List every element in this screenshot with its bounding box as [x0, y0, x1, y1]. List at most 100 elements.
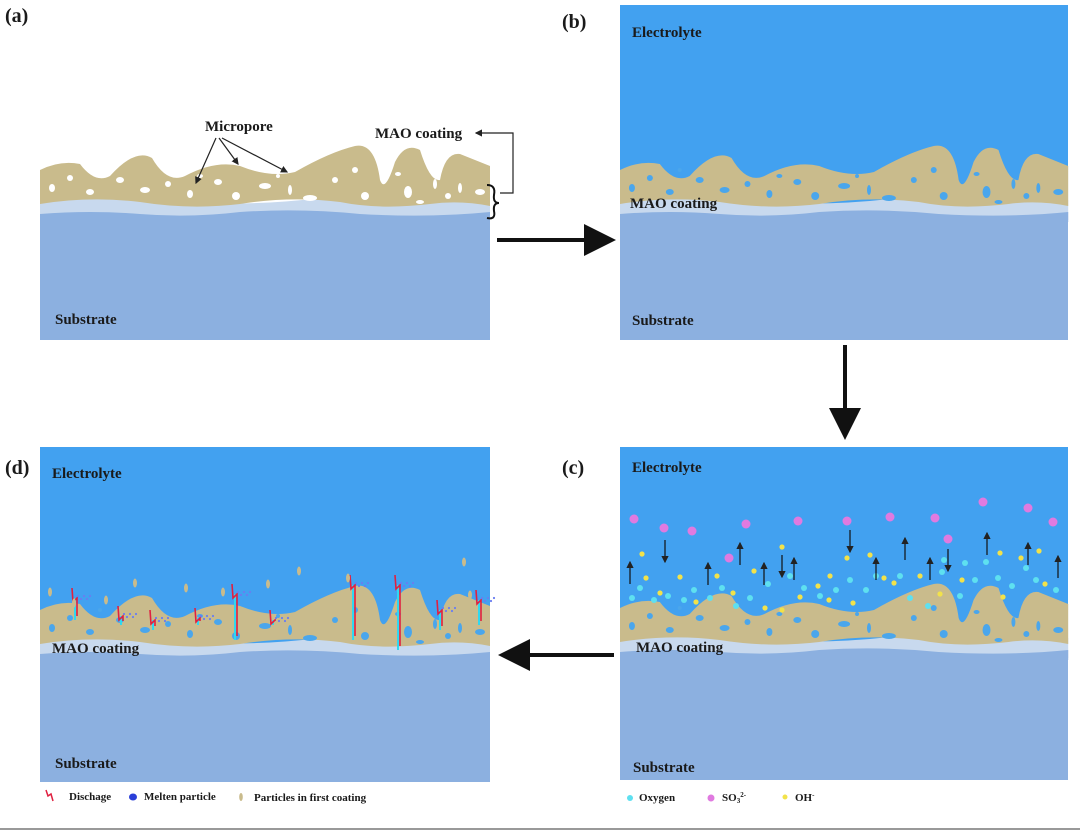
micropore [49, 184, 55, 192]
oxygen-ion [897, 573, 903, 579]
micropore [665, 627, 674, 633]
micropore [352, 167, 358, 173]
melten-particle [366, 581, 370, 585]
first-coating-particle [221, 587, 225, 597]
oxygen-ion [733, 603, 739, 609]
melten-particle [441, 606, 445, 610]
mao-coating-label-d: MAO coating [52, 641, 140, 657]
first-coating-particle [72, 598, 76, 608]
micropore [140, 627, 150, 633]
discharges-d [48, 557, 496, 650]
oh-ion [639, 551, 645, 557]
melten-particle [245, 593, 249, 597]
oh-ion [779, 607, 785, 613]
melten-particle [450, 609, 454, 613]
melten-particle [239, 593, 243, 597]
melten-particle [242, 590, 246, 594]
coating-d [40, 585, 490, 662]
melten-particle [492, 596, 496, 600]
oh-ion [1036, 548, 1042, 554]
micropore [303, 635, 317, 641]
oxygen-ion [1023, 565, 1029, 571]
oxygen-ion [939, 569, 945, 575]
substrate-edge [40, 210, 490, 222]
substrate-label-a: Substrate [55, 312, 117, 328]
melten-particle [131, 615, 135, 619]
micropore [433, 179, 437, 189]
oxygen-ion [765, 581, 771, 587]
melten-particle [205, 614, 209, 618]
so3-ion [793, 516, 803, 526]
so3-ion [842, 516, 852, 526]
oxygen-ion [995, 575, 1001, 581]
mao-coating-label-c: MAO coating [636, 640, 724, 656]
oh-ion [867, 552, 873, 558]
electrolyte-label-c: Electrolyte [632, 460, 702, 476]
coating-layer [40, 585, 490, 647]
legend-first-coating-label: Particles in first coating [254, 792, 367, 804]
oh-ion [1018, 555, 1024, 561]
micropore [332, 617, 338, 623]
oxygen-ion [1053, 587, 1059, 593]
micropore [214, 179, 222, 185]
oxygen-ion [863, 587, 869, 593]
substrate-edge [620, 648, 1069, 660]
micropore [881, 195, 896, 201]
discharge-icon [231, 583, 238, 636]
micropore [881, 633, 896, 639]
oxygen-ion [907, 595, 913, 601]
melten-particle [402, 584, 406, 588]
micropore [416, 200, 424, 204]
melten-particle [122, 612, 126, 616]
melten-particle [202, 617, 206, 621]
legend-oxygen-label: Oxygen [639, 792, 675, 804]
substrate-label-c: Substrate [633, 760, 695, 776]
oh-ion [850, 600, 856, 606]
so3-ion [741, 519, 751, 529]
melten-particle [248, 590, 252, 594]
micropore [86, 629, 94, 635]
first-coating-particle [462, 557, 466, 567]
oxygen-ion [1009, 583, 1015, 589]
micropore [288, 185, 292, 195]
micropore [994, 200, 1003, 204]
first-coating-particle [297, 566, 301, 576]
oh-ion [827, 573, 833, 579]
melten-particle [280, 616, 284, 620]
legend-melten-label: Melten particle [144, 791, 216, 803]
micropore [49, 624, 55, 632]
micropore [838, 183, 851, 189]
micropore [187, 190, 193, 198]
substrate-b [620, 212, 1068, 340]
micropore [1023, 193, 1030, 199]
melten-particle [88, 594, 92, 598]
micropore [930, 605, 937, 611]
melten-particle [453, 606, 457, 610]
micropore [475, 629, 485, 635]
micropore [214, 619, 222, 625]
melten-particle [363, 584, 367, 588]
panel-d-label: (d) [5, 457, 29, 479]
coating-b [620, 145, 1069, 222]
oh-icon [782, 794, 788, 800]
micropore [855, 612, 860, 616]
melten-particle [208, 617, 212, 621]
discharge-icon [394, 574, 401, 646]
oh-ion [762, 605, 768, 611]
micropore [416, 640, 424, 644]
micropore [140, 187, 150, 193]
micropore [1011, 179, 1016, 189]
first-coating-particle [48, 587, 52, 597]
legend-so3-label: SO32- [722, 791, 747, 805]
discharge-icon [149, 609, 156, 626]
oxygen-ion [651, 597, 657, 603]
micropore [973, 172, 980, 176]
melten-particle [447, 606, 451, 610]
so3-ion [659, 523, 669, 533]
so3-ion [724, 553, 734, 563]
coating-brace [486, 184, 500, 220]
micropore [361, 192, 369, 200]
coating-c [620, 583, 1069, 660]
micropore [1053, 189, 1064, 195]
panel-b [620, 5, 1069, 340]
